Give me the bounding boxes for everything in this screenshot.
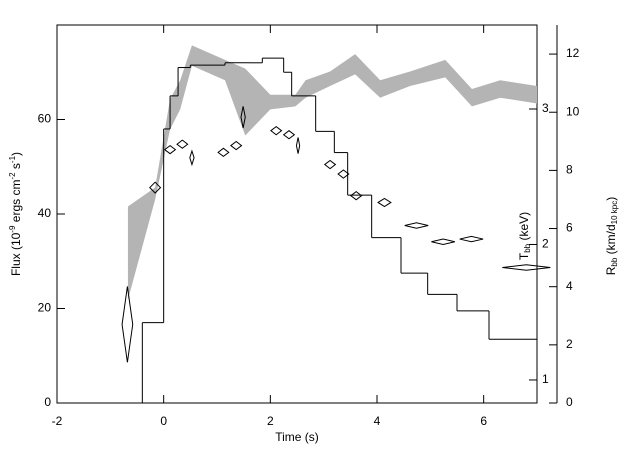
y3-axis-title-part: (km/d xyxy=(604,224,618,257)
x-tick-label: 0 xyxy=(160,414,167,428)
x-tick-label: 2 xyxy=(267,414,274,428)
temperature-point xyxy=(217,147,230,158)
temperature-point xyxy=(431,238,455,245)
temperature-point xyxy=(189,149,195,167)
temperature-point xyxy=(404,222,429,229)
y-axis-title-part: -1 xyxy=(8,155,17,163)
temperature-point xyxy=(270,125,283,136)
y3-axis-title-part: ) xyxy=(604,197,618,201)
y2-tick-label: 1 xyxy=(542,372,549,386)
x-axis-title: Time (s) xyxy=(275,430,319,444)
y2-axis-title: Tbb (keV) xyxy=(517,212,532,260)
y-tick-label: 0 xyxy=(44,395,51,409)
y3-tick-label: 12 xyxy=(566,46,580,60)
temperature-point xyxy=(230,140,243,151)
y2-axis-title-part: (keV) xyxy=(517,212,531,244)
temperature-point xyxy=(350,191,363,201)
temperature-point xyxy=(337,169,350,179)
y3-axis-title: Rbb (km/d10 kpc) xyxy=(604,197,619,276)
temperature-point xyxy=(240,106,246,129)
temperature-point xyxy=(377,197,392,208)
x-tick-label: 6 xyxy=(480,414,487,428)
temperature-point xyxy=(176,139,189,149)
y-axis-title-part: -9 xyxy=(8,225,17,233)
x-tick-label: 4 xyxy=(374,414,381,428)
y-axis-title-part: -2 xyxy=(8,172,17,180)
temperature-point xyxy=(149,181,162,194)
y3-axis-title-part: 10 kpc xyxy=(610,201,619,225)
x-tick-label: -2 xyxy=(52,414,63,428)
radius-band xyxy=(127,45,537,300)
y3-axis-title-part: bb xyxy=(610,257,619,266)
y3-tick-label: 6 xyxy=(566,221,573,235)
y3-tick-label: 0 xyxy=(566,395,573,409)
y-axis-title-part: ergs cm xyxy=(9,180,23,226)
y2-axis-title-part: T xyxy=(517,252,531,260)
y-axis-title-part: ) xyxy=(9,152,23,156)
temperature-point xyxy=(502,264,551,271)
y3-tick-label: 8 xyxy=(566,163,573,177)
y-axis-title-part: Flux (10 xyxy=(9,232,23,276)
y3-tick-label: 2 xyxy=(566,337,573,351)
y2-tick-label: 2 xyxy=(542,237,549,251)
temperature-point xyxy=(163,144,177,155)
temperature-point xyxy=(282,130,296,140)
y-axis-title-part: s xyxy=(9,163,23,172)
y-tick-label: 40 xyxy=(38,206,52,220)
temperature-point xyxy=(295,137,301,154)
y3-tick-label: 4 xyxy=(566,279,573,293)
y3-axis-title-part: R xyxy=(604,266,618,275)
y3-tick-label: 10 xyxy=(566,104,580,118)
y-tick-label: 20 xyxy=(38,301,52,315)
y-tick-label: 60 xyxy=(38,112,52,126)
y2-axis-title-part: bb xyxy=(523,243,532,252)
y-axis-title: Flux (10-9 ergs cm-2 s-1) xyxy=(8,152,23,276)
temperature-point xyxy=(323,159,337,170)
temperature-point xyxy=(121,286,134,363)
y2-tick-label: 3 xyxy=(542,101,549,115)
temperature-point xyxy=(459,235,484,243)
